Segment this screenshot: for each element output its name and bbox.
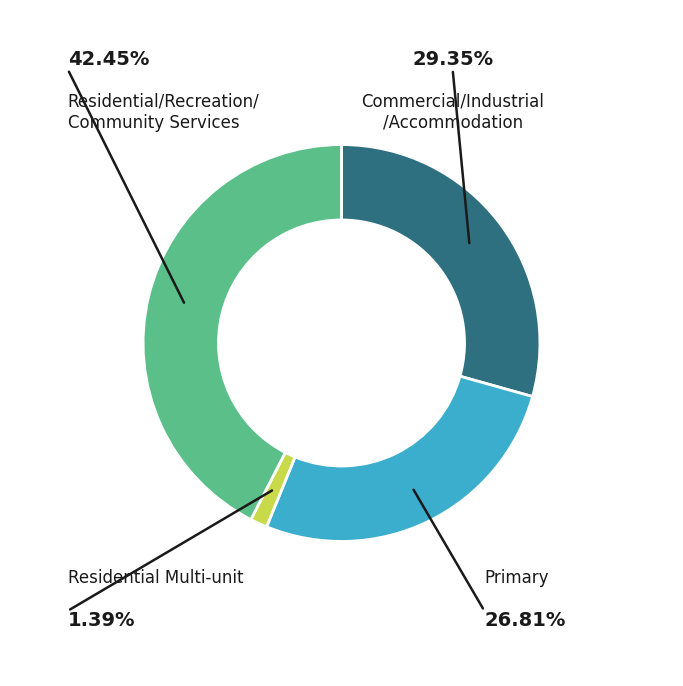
Text: Residential/Recreation/
Community Services: Residential/Recreation/ Community Servic…: [68, 93, 260, 132]
Text: 42.45%: 42.45%: [68, 50, 149, 69]
Text: Primary: Primary: [484, 569, 549, 587]
Text: 1.39%: 1.39%: [68, 611, 135, 630]
Text: 26.81%: 26.81%: [484, 611, 566, 630]
Text: Commercial/Industrial
/Accommodation: Commercial/Industrial /Accommodation: [361, 93, 544, 132]
Wedge shape: [266, 376, 533, 541]
Wedge shape: [251, 453, 295, 527]
Wedge shape: [342, 145, 540, 397]
Text: Residential Multi-unit: Residential Multi-unit: [68, 569, 243, 587]
Text: 29.35%: 29.35%: [412, 50, 493, 69]
Wedge shape: [143, 145, 342, 519]
